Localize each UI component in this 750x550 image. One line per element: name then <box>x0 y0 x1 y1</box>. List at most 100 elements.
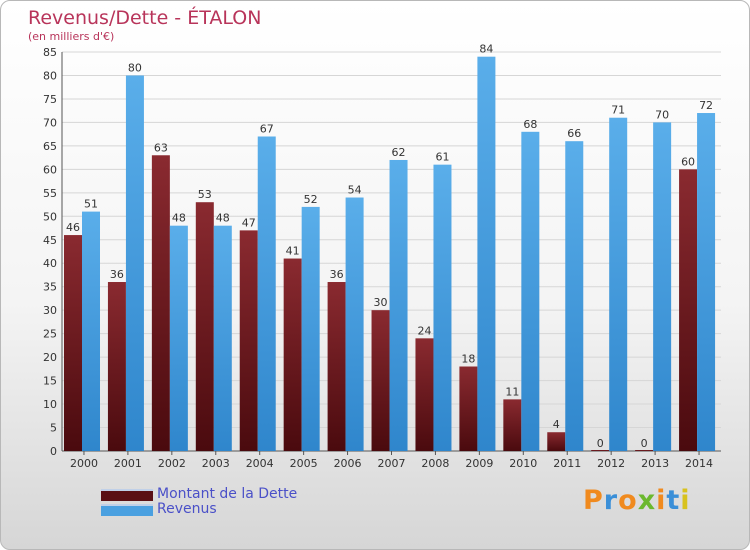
data-label: 4 <box>553 418 560 431</box>
bar-revenue <box>301 206 320 451</box>
data-label: 0 <box>641 437 648 450</box>
bar-revenue <box>609 117 628 451</box>
data-label: 68 <box>523 118 537 131</box>
y-tick-label: 5 <box>50 422 57 435</box>
x-tick-label: 2013 <box>641 457 669 470</box>
data-label: 48 <box>216 212 230 225</box>
data-label: 51 <box>84 198 98 211</box>
data-label: 67 <box>260 122 274 135</box>
chart-title: Revenus/Dette - ÉTALON <box>28 7 262 29</box>
y-tick-label: 50 <box>43 210 57 223</box>
bar-revenue <box>345 197 364 451</box>
bar-revenue <box>125 75 144 452</box>
y-tick-label: 20 <box>43 351 57 364</box>
bar-debt <box>547 432 566 451</box>
y-tick-label: 15 <box>43 375 57 388</box>
legend-swatch-revenue <box>101 504 153 516</box>
bar-debt <box>107 282 126 451</box>
x-tick-label: 2011 <box>553 457 581 470</box>
bar-debt <box>64 235 82 451</box>
y-tick-label: 55 <box>43 187 57 200</box>
legend-label-debt: Montant de la Dette <box>157 486 298 502</box>
y-tick-label: 65 <box>43 140 57 153</box>
data-label: 84 <box>479 43 493 56</box>
x-tick-label: 2012 <box>597 457 625 470</box>
x-tick-label: 2010 <box>509 457 537 470</box>
bar-debt <box>415 338 434 451</box>
y-tick-label: 10 <box>43 398 57 411</box>
data-label: 80 <box>128 61 142 74</box>
x-tick-label: 2001 <box>114 457 142 470</box>
x-tick-label: 2005 <box>290 457 318 470</box>
y-tick-label: 25 <box>43 328 57 341</box>
bar-debt <box>591 450 610 451</box>
bar-revenue <box>257 136 276 451</box>
data-label: 54 <box>348 184 362 197</box>
bar-debt <box>635 450 654 451</box>
bar-revenue <box>565 141 584 451</box>
data-label: 36 <box>330 268 344 281</box>
bar-revenue <box>169 225 188 451</box>
x-tick-label: 2004 <box>246 457 274 470</box>
brand-logo-letter: r <box>603 485 619 516</box>
data-label: 30 <box>374 296 388 309</box>
chart-subtitle: (en milliers d'€) <box>28 30 115 43</box>
y-tick-label: 80 <box>43 69 57 82</box>
bar-chart: 0510152025303540455055606570758085200046… <box>43 43 721 470</box>
data-label: 53 <box>198 188 212 201</box>
data-label: 36 <box>110 268 124 281</box>
bar-debt <box>327 282 346 451</box>
data-label: 52 <box>304 193 318 206</box>
legend-swatch-debt <box>101 489 153 501</box>
y-tick-label: 0 <box>50 445 57 458</box>
brand-logo-letter: o <box>618 485 638 516</box>
bar-revenue <box>697 113 716 451</box>
x-tick-label: 2008 <box>421 457 449 470</box>
data-label: 11 <box>505 385 519 398</box>
bar-revenue <box>433 164 452 452</box>
brand-logo: Proxiti <box>583 485 691 516</box>
bar-revenue <box>477 56 496 451</box>
y-tick-label: 30 <box>43 304 57 317</box>
data-label: 46 <box>66 221 80 234</box>
legend-label-revenue: Revenus <box>157 501 217 517</box>
y-tick-label: 40 <box>43 257 57 270</box>
x-tick-label: 2009 <box>465 457 493 470</box>
bar-debt <box>503 399 522 451</box>
y-tick-label: 85 <box>43 46 57 59</box>
x-tick-label: 2000 <box>70 457 98 470</box>
y-tick-label: 75 <box>43 93 57 106</box>
bar-debt <box>151 155 170 452</box>
bar-revenue <box>82 211 100 451</box>
bar-debt <box>459 366 478 451</box>
data-label: 71 <box>611 104 625 117</box>
data-label: 72 <box>699 99 713 112</box>
y-tick-label: 45 <box>43 234 57 247</box>
data-label: 61 <box>435 151 449 164</box>
data-label: 0 <box>597 437 604 450</box>
bar-debt <box>239 230 258 451</box>
bar-revenue <box>653 122 672 451</box>
x-tick-label: 2002 <box>158 457 186 470</box>
data-label: 18 <box>461 353 475 366</box>
data-label: 48 <box>172 212 186 225</box>
x-tick-label: 2006 <box>334 457 362 470</box>
y-tick-label: 35 <box>43 281 57 294</box>
bar-revenue <box>213 225 232 451</box>
bar-debt <box>283 258 302 451</box>
bar-debt <box>371 310 390 451</box>
data-label: 62 <box>392 146 406 159</box>
y-tick-label: 60 <box>43 163 57 176</box>
data-label: 70 <box>655 108 669 121</box>
data-label: 60 <box>681 155 695 168</box>
data-label: 63 <box>154 141 168 154</box>
y-tick-label: 70 <box>43 116 57 129</box>
bar-revenue <box>521 131 540 452</box>
brand-logo-letter: x <box>637 485 657 516</box>
data-label: 24 <box>417 324 431 337</box>
data-label: 41 <box>286 245 300 258</box>
data-label: 47 <box>242 216 256 229</box>
brand-logo-letter: t <box>666 485 681 516</box>
brand-logo-letter: P <box>583 485 604 516</box>
